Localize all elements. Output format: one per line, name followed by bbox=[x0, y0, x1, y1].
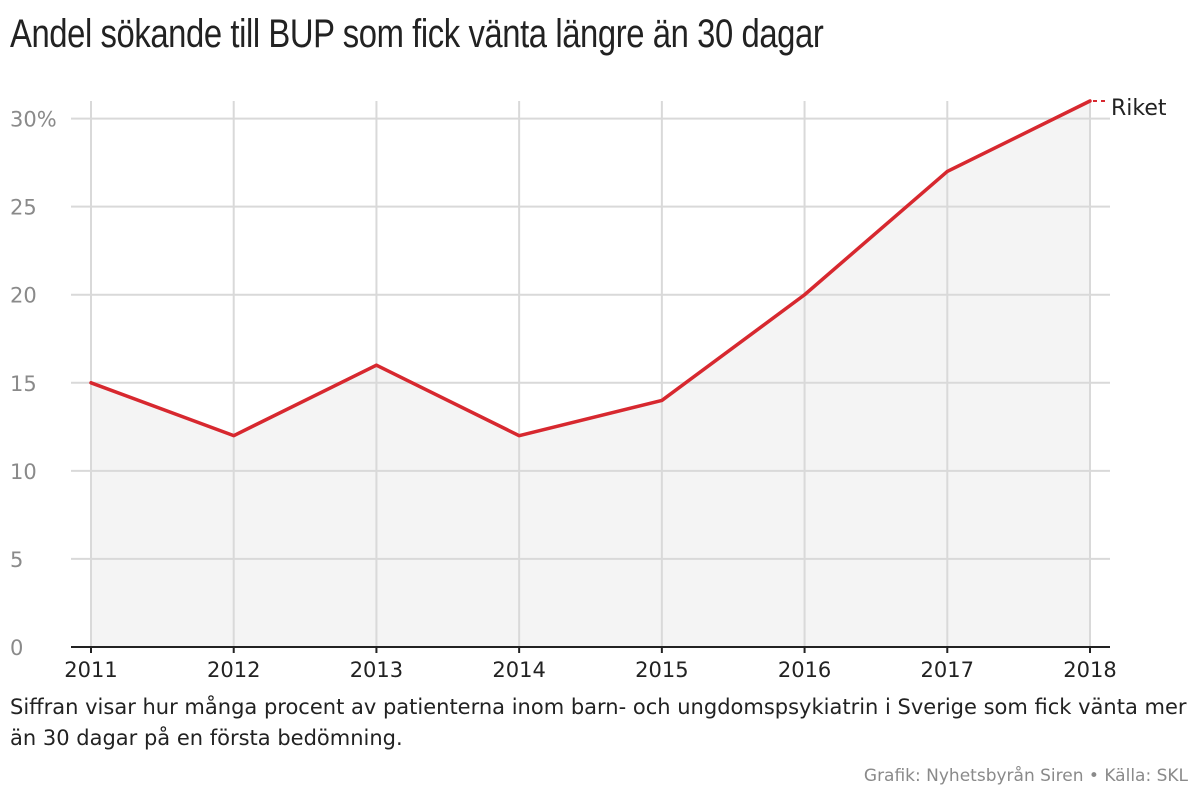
data-point-2018 bbox=[1088, 99, 1092, 103]
y-tick-label-0: 0 bbox=[10, 636, 23, 660]
data-point-2015 bbox=[660, 398, 664, 402]
x-tick-label-2011: 2011 bbox=[64, 658, 117, 682]
chart-description: Siffran visar hur många procent av patie… bbox=[10, 695, 1187, 750]
x-tick-label-2014: 2014 bbox=[492, 658, 545, 682]
y-tick-label-10: 10 bbox=[10, 460, 37, 484]
series-label-riket: Riket bbox=[1111, 96, 1167, 121]
y-tick-label-30: 30% bbox=[10, 108, 57, 132]
y-tick-label-15: 15 bbox=[10, 372, 37, 396]
data-point-2013 bbox=[374, 363, 378, 367]
data-point-2014 bbox=[517, 434, 521, 438]
data-point-2012 bbox=[232, 434, 236, 438]
x-tick-label-2017: 2017 bbox=[921, 658, 974, 682]
y-tick-label-20: 20 bbox=[10, 284, 37, 308]
chart-title: Andel sökande till BUP som fick vänta lä… bbox=[10, 12, 824, 56]
y-tick-label-25: 25 bbox=[10, 196, 37, 220]
data-point-2016 bbox=[803, 293, 807, 297]
series-line-riket bbox=[89, 99, 1092, 438]
y-tick-label-5: 5 bbox=[10, 548, 23, 572]
x-tick-label-2018: 2018 bbox=[1063, 658, 1116, 682]
x-tick-label-2013: 2013 bbox=[350, 658, 403, 682]
x-tick-label-2015: 2015 bbox=[635, 658, 688, 682]
x-tick-label-2012: 2012 bbox=[207, 658, 260, 682]
data-point-2017 bbox=[945, 169, 949, 173]
source-credit: Grafik: Nyhetsbyrån Siren • Källa: SKL bbox=[863, 766, 1188, 786]
x-tick-label-2016: 2016 bbox=[778, 658, 831, 682]
area-fill bbox=[91, 101, 1090, 647]
data-point-2011 bbox=[89, 381, 93, 385]
